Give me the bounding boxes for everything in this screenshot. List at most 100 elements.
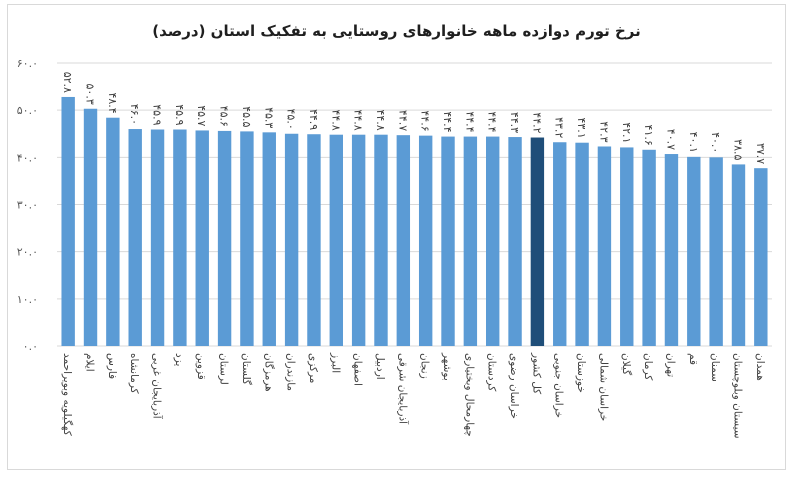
bar (195, 130, 209, 346)
y-tick-label: ۳۰.۰ (17, 199, 38, 212)
x-tick-label: همدان (754, 353, 766, 381)
x-tick-label: آذربایجان غربی (151, 353, 164, 420)
x-tick-label: کردستان (486, 353, 498, 391)
bar-value-label: ۴۵.۵ (240, 106, 253, 127)
bar-value-label: ۳۸.۵ (731, 139, 744, 160)
bar-value-label: ۴۰.۰ (709, 132, 722, 153)
bar (262, 132, 276, 346)
bar (396, 135, 411, 346)
bar (217, 130, 232, 346)
y-tick-label: ۲۰.۰ (17, 246, 38, 259)
x-tick-label: بوشهر (441, 352, 453, 381)
bar (463, 136, 478, 346)
x-tick-label: مازندران (285, 353, 297, 391)
bar (486, 136, 500, 346)
bar (441, 136, 455, 346)
bar-national-average (530, 137, 545, 346)
bar-value-label: ۴۵.۷ (195, 105, 208, 126)
bar (508, 137, 522, 346)
bar-value-label: ۴۴.۸ (352, 109, 365, 130)
bar (754, 168, 768, 346)
bar-value-label: ۴۳.۲ (553, 117, 566, 138)
bar-value-label: ۴۱.۶ (642, 125, 655, 146)
x-tick-label: قم (687, 353, 699, 365)
bar-value-label: ۴۰.۷ (664, 129, 677, 150)
bar (709, 157, 723, 346)
bar-value-label: ۴۵.۹ (173, 104, 186, 125)
bar-value-label: ۴۵.۰ (285, 109, 298, 130)
bar-value-label: ۴۴.۹ (307, 109, 320, 130)
bar (642, 149, 656, 346)
bar (374, 134, 388, 346)
x-tick-label: زنجان (419, 353, 431, 379)
bar-value-label: ۴۴.۷ (396, 110, 409, 131)
x-tick-label: فارس (106, 353, 118, 379)
bar-value-label: ۴۵.۶ (218, 106, 231, 127)
bar (553, 142, 567, 346)
x-tick-label: قزوین (195, 353, 207, 380)
x-tick-label: آذربایجان شرقی (396, 353, 409, 425)
bar (240, 131, 254, 346)
x-tick-label: سیستان وبلوچستان (731, 353, 743, 439)
bar (575, 142, 589, 346)
x-tick-label: تهران (664, 353, 676, 377)
bar-value-label: ۴۴.۳ (508, 112, 521, 133)
chart-title: نرخ تورم دوازده ماهه خانوارهای روستایی ب… (152, 22, 641, 40)
x-tick-label: البرز (329, 352, 341, 373)
x-tick-label: اردبیل (374, 353, 386, 380)
bar-value-label: ۵۲.۸ (61, 72, 74, 93)
bar (597, 146, 612, 346)
x-tick-label: کرمان (642, 353, 654, 380)
bar-value-label: ۴۴.۴ (486, 111, 499, 132)
x-tick-label: گیلان (620, 353, 633, 375)
bar (687, 156, 701, 346)
bar-value-label: ۴۵.۳ (262, 107, 275, 128)
bar-value-label: ۴۴.۲ (530, 112, 543, 133)
bar (173, 129, 187, 346)
x-tick-label: مرکزی (307, 353, 319, 383)
bar (106, 117, 120, 346)
bar (83, 108, 98, 346)
x-tick-label: اصفهان (352, 353, 364, 386)
bar-value-label: ۴۲.۱ (620, 122, 633, 143)
x-tick-label: لرستان (218, 353, 230, 385)
bar (150, 129, 165, 346)
bar (61, 96, 75, 347)
bar-value-label: ۴۲.۳ (597, 121, 610, 142)
y-tick-label: ۶۰.۰ (17, 57, 38, 70)
bar (128, 129, 142, 346)
bar-value-label: ۴۰.۱ (687, 132, 700, 153)
bar-value-label: ۴۶.۰ (128, 104, 141, 125)
bar (351, 134, 366, 346)
x-tick-label: سمنان (709, 353, 721, 382)
bar-value-label: ۴۴.۸ (374, 109, 387, 130)
bar-value-label: ۴۴.۴ (441, 111, 454, 132)
x-tick-label: گلستان (240, 353, 253, 385)
x-tick-label: خراسان رضوی (508, 353, 520, 419)
bar (329, 134, 343, 346)
bar-value-label: ۴۳.۱ (575, 117, 588, 138)
bar-value-label: ۵۰.۳ (84, 84, 97, 105)
x-tick-label: خراسان جنوبی (553, 353, 565, 418)
bar-value-label: ۴۴.۴ (463, 111, 476, 132)
x-tick-label: خوزستان (575, 353, 587, 393)
x-tick-label: خراسان شمالی (597, 353, 609, 421)
x-tick-label: کهگیلویه وبویراحمد (61, 353, 74, 436)
bar-value-label: ۳۷.۷ (754, 143, 767, 164)
x-tick-label: ایلام (84, 353, 96, 372)
bar-value-label: ۴۵.۹ (151, 104, 164, 125)
x-tick-label: هرمزگان (262, 353, 275, 392)
bar-value-label: ۴۸.۴ (106, 92, 119, 113)
y-tick-label: ۱۰.۰ (17, 293, 38, 306)
x-tick-label: چهارمحال وبختیاری (463, 353, 475, 437)
bar (731, 164, 746, 346)
bar (664, 154, 679, 346)
x-tick-label: یزد (173, 353, 185, 366)
y-tick-label: ۰.۰ (23, 340, 38, 353)
bar (284, 133, 299, 346)
x-tick-label: کل کشور (530, 352, 542, 394)
y-tick-label: ۵۰.۰ (17, 104, 38, 117)
bar (620, 147, 634, 346)
bar-value-label: ۴۴.۶ (419, 110, 432, 131)
